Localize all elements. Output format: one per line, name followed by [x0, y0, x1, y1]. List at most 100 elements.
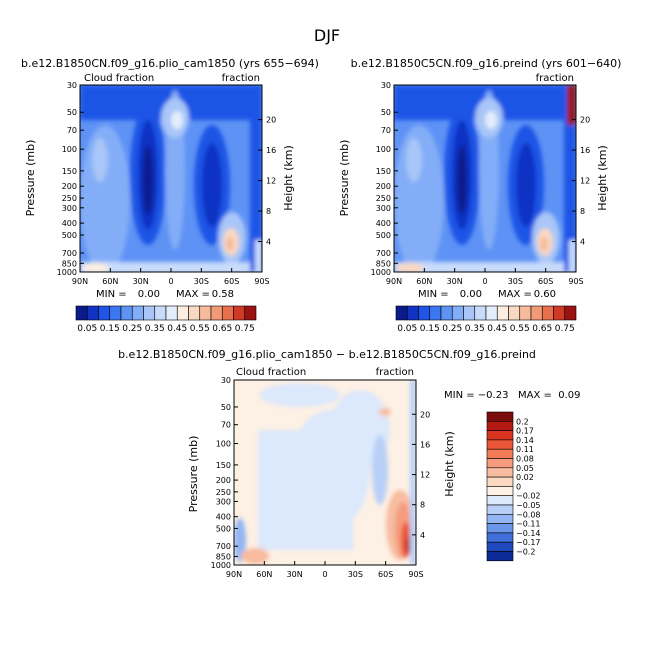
colorbar-swatch — [541, 305, 554, 321]
colorbar-label: 0.15 — [100, 324, 120, 334]
pressure-tick-label: 200 — [62, 182, 77, 191]
pressure-tick-label: 700 — [216, 542, 231, 551]
lat-tick-label: 30S — [348, 570, 363, 579]
colorbar-swatch — [486, 513, 514, 524]
pressure-tick-label: 250 — [216, 488, 231, 497]
colorbar-swatch — [486, 439, 514, 450]
colorbar-label: −0.02 — [516, 492, 541, 501]
lat-tick-label: 90N — [386, 277, 402, 286]
page-title: DJF — [313, 26, 341, 45]
pressure-tick-label: 400 — [376, 219, 391, 228]
lat-tick-label: 30N — [447, 277, 463, 286]
colorbar-preind: 0.05 0.15 0.25 0.35 0.45 0.55 0.65 0.75 — [395, 305, 577, 334]
colorbar-swatch — [406, 305, 419, 321]
pressure-tick-label: 70 — [67, 126, 77, 135]
panel-preind-max-value: 0.60 — [534, 289, 556, 300]
pressure-tick-label: 1000 — [57, 268, 77, 277]
colorbar-swatch — [86, 305, 99, 321]
height-tick-label: 20 — [266, 116, 276, 125]
panel-preind-min-label: MIN = — [418, 289, 449, 300]
colorbar-swatch — [486, 448, 514, 459]
panel-preind-right-label: fraction — [536, 73, 574, 84]
colorbar-swatch — [199, 305, 212, 321]
panel-plio-y2label: Height (km) — [282, 145, 295, 211]
colorbar-label: 0.45 — [487, 324, 507, 334]
colorbar-label: −0.05 — [516, 501, 541, 510]
colorbar-label: 0.17 — [516, 427, 534, 436]
lat-tick-label: 60N — [416, 277, 432, 286]
colorbar-swatch — [486, 551, 514, 562]
colorbar-label: 0.55 — [510, 324, 530, 334]
lat-tick-label: 60S — [224, 277, 239, 286]
colorbar-swatch — [176, 305, 189, 321]
pressure-tick-label: 700 — [62, 249, 77, 258]
colorbar-label: 0.11 — [516, 445, 534, 454]
panel-diff-title: b.e12.B1850CN.f09_g16.plio_cam1850 − b.e… — [118, 348, 536, 361]
panel-diff-y2label: Height (km) — [443, 431, 456, 497]
height-tick-label: 16 — [266, 146, 276, 155]
lat-tick-label: 0 — [168, 277, 173, 286]
lat-tick-label: 60N — [256, 570, 272, 579]
lat-tick-label: 90N — [226, 570, 242, 579]
colorbar-swatch — [486, 467, 514, 478]
colorbar-label: −0.2 — [516, 548, 535, 557]
height-tick-label: 16 — [420, 440, 430, 449]
colorbar-label: 0.35 — [145, 324, 165, 334]
colorbar-swatch — [120, 305, 133, 321]
colorbar-swatch — [188, 305, 201, 321]
colorbar-label: 0.55 — [190, 324, 210, 334]
colorbar-swatch — [486, 458, 514, 469]
pressure-tick-label: 30 — [381, 81, 391, 90]
height-tick-label: 8 — [266, 207, 271, 216]
colorbar-diff: 0.20.170.140.110.080.050.020−0.02−0.05−0… — [486, 411, 541, 562]
pressure-tick-label: 100 — [216, 440, 231, 449]
colorbar-label: 0.02 — [516, 473, 534, 482]
height-tick-label: 4 — [580, 238, 585, 247]
colorbar-label: 0.05 — [77, 324, 97, 334]
pressure-tick-label: 700 — [376, 249, 391, 258]
pressure-tick-label: 50 — [67, 108, 77, 117]
colorbar-label: 0.65 — [212, 324, 232, 334]
colorbar-label: 0.25 — [122, 324, 142, 334]
height-tick-label: 16 — [580, 146, 590, 155]
colorbar-swatch — [486, 430, 514, 441]
colorbar-swatch — [451, 305, 464, 321]
colorbar-swatch — [519, 305, 532, 321]
pressure-tick-label: 500 — [62, 231, 77, 240]
height-tick-label: 4 — [420, 531, 425, 540]
panel-diff-right-label: fraction — [376, 367, 414, 378]
colorbar-swatch — [244, 305, 257, 321]
colorbar-swatch — [98, 305, 111, 321]
colorbar-swatch — [564, 305, 577, 321]
lat-tick-label: 0 — [322, 570, 327, 579]
colorbar-swatch — [395, 305, 408, 321]
pressure-tick-label: 300 — [216, 497, 231, 506]
pressure-tick-label: 400 — [216, 513, 231, 522]
colorbar-label: 0.25 — [442, 324, 462, 334]
colorbar-plio: 0.05 0.15 0.25 0.35 0.45 0.55 0.65 0.75 — [75, 305, 257, 334]
pressure-tick-label: 70 — [221, 421, 231, 430]
pressure-tick-label: 200 — [376, 182, 391, 191]
lat-tick-label: 30N — [287, 570, 303, 579]
lat-tick-label: 30N — [133, 277, 149, 286]
colorbar-label: 0 — [516, 482, 521, 491]
panel-plio-max-value: 0.58 — [212, 289, 234, 300]
panel-plio-max-label: MAX = — [176, 289, 210, 300]
colorbar-swatch — [486, 495, 514, 506]
colorbar-label: 0.75 — [235, 324, 255, 334]
lat-tick-label: 90S — [254, 277, 269, 286]
pressure-tick-label: 150 — [216, 461, 231, 470]
pressure-tick-label: 100 — [376, 145, 391, 154]
panel-plio-left-label: Cloud fraction — [84, 73, 154, 84]
colorbar-swatch — [75, 305, 88, 321]
colorbar-label: 0.65 — [532, 324, 552, 334]
colorbar-label: 0.08 — [516, 455, 534, 464]
colorbar-label: 0.45 — [167, 324, 187, 334]
colorbar-swatch — [210, 305, 223, 321]
pressure-tick-label: 150 — [62, 167, 77, 176]
colorbar-swatch — [485, 305, 498, 321]
lat-tick-label: 0 — [482, 277, 487, 286]
colorbar-swatch — [553, 305, 566, 321]
panel-plio-right-label: fraction — [222, 73, 260, 84]
